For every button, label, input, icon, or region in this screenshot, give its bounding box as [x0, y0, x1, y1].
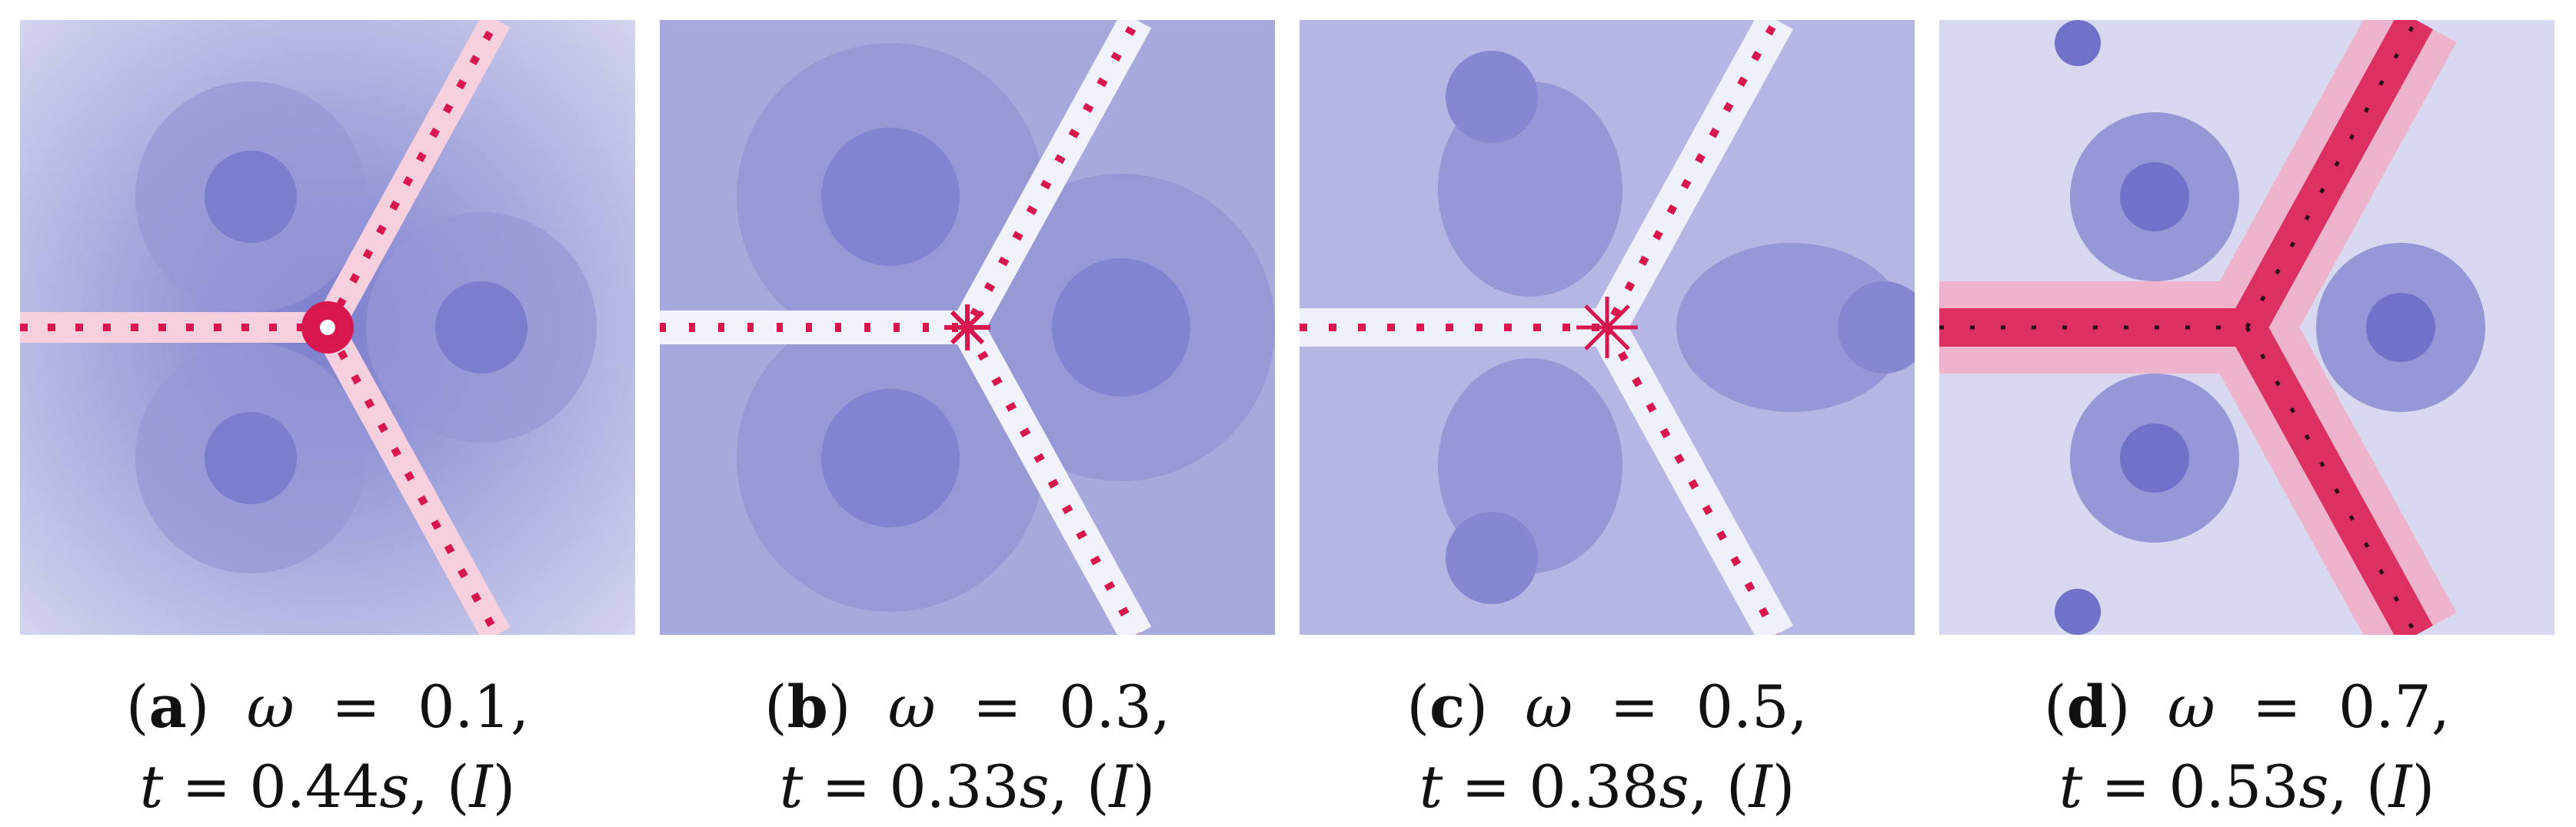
method-label: I — [469, 752, 493, 821]
caption-c: (c) ω = 0.5, t = 0.38s, (I) — [1406, 673, 1808, 821]
method-label: I — [1109, 752, 1133, 821]
caption-a: (a) ω = 0.1, t = 0.44s, (I) — [125, 673, 530, 821]
time-value: 0.33 — [889, 752, 1020, 821]
omega-value: 0.1 — [418, 673, 511, 741]
caption-label: a — [148, 673, 187, 741]
caption-d: (d) ω = 0.7, t = 0.53s, (I) — [2043, 673, 2451, 821]
basin-plot-d — [1939, 20, 2554, 635]
panel-c-image — [1300, 20, 1915, 635]
time-value: 0.53 — [2168, 752, 2299, 821]
omega-value: 0.5 — [1696, 673, 1789, 741]
method-label: I — [1749, 752, 1772, 821]
panel-d-image — [1939, 20, 2554, 635]
basin-plot-b — [660, 20, 1275, 635]
time-value: 0.44 — [249, 752, 380, 821]
omega-value: 0.3 — [1059, 673, 1152, 741]
caption-label: b — [787, 673, 828, 741]
caption-b: (b) ω = 0.3, t = 0.33s, (I) — [764, 673, 1171, 821]
basin-plot-a — [20, 20, 635, 635]
time-value: 0.38 — [1529, 752, 1659, 821]
caption-label: c — [1429, 673, 1466, 741]
caption-label: d — [2066, 673, 2108, 741]
method-label: I — [2388, 752, 2412, 821]
basin-plot-c — [1300, 20, 1915, 635]
panel-b-image — [660, 20, 1275, 635]
panel-a-image — [20, 20, 635, 635]
omega-value: 0.7 — [2338, 673, 2431, 741]
